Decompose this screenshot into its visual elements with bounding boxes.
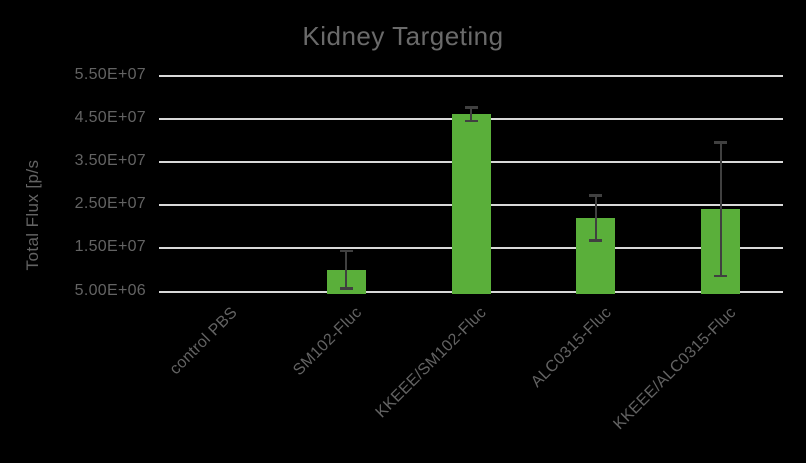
error-bar-line [719,142,722,277]
x-axis-label: KKEEE/ALC0315-Fluc [610,304,740,434]
y-tick-label: 5.00E+06 [74,281,146,299]
error-bar-cap-bottom [339,287,353,290]
error-bar-cap-top [589,194,603,197]
error-bar-cap-top [464,106,478,109]
chart-title: Kidney Targeting [302,21,504,51]
y-tick-label: 4.50E+07 [74,108,146,126]
y-axis-title: Total Flux [p/s [23,159,42,271]
error-bar-line [470,107,472,122]
x-axis-label: SM102-Fluc [290,304,366,380]
y-tick-label: 5.50E+07 [74,65,146,83]
error-bar-cap-top [339,249,353,253]
bar [451,114,491,294]
error-bar-cap-bottom [464,119,478,123]
error-bar-line [345,250,348,289]
y-tick-label: 2.50E+07 [74,195,146,213]
error-bar-cap-bottom [589,239,603,242]
y-tick-label: 1.50E+07 [74,238,146,256]
error-bar-line [594,195,597,241]
gridline [159,74,783,77]
error-bar-cap-top [714,141,728,144]
error-bar-cap-bottom [714,274,728,278]
x-axis-label: control PBS [166,304,241,379]
x-axis-label: ALC0315-Fluc [527,304,615,391]
x-axis-label: KKEEE/SM102-Fluc [372,304,491,422]
y-tick-label: 3.50E+07 [74,151,146,169]
